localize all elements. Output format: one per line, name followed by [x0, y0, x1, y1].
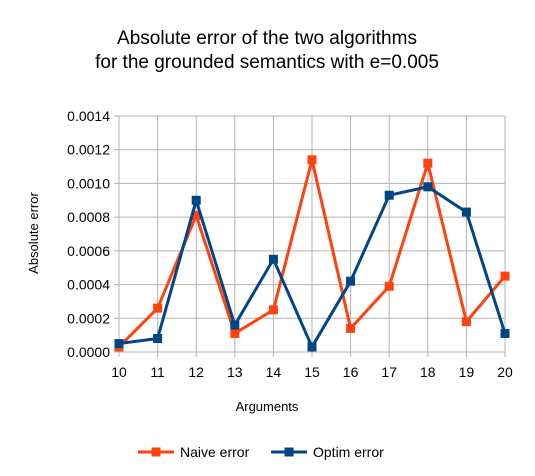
series-1-point	[501, 272, 510, 281]
y-tick-label: 0.0000	[67, 344, 110, 360]
series-1-point	[153, 304, 162, 313]
series-2-point	[269, 255, 278, 264]
series-2-point	[385, 191, 394, 200]
x-tick-label: 17	[381, 364, 397, 380]
legend-label: Optim error	[313, 444, 384, 460]
x-tick-label: 18	[420, 364, 436, 380]
series-1-point	[269, 305, 278, 314]
y-tick-labels: 0.0000 0.0002 0.0004 0.0006 0.0008 0.0010 0.00…	[67, 108, 110, 360]
series-2-point	[115, 339, 124, 348]
series-2-point	[192, 196, 201, 205]
x-tick-label: 14	[266, 364, 282, 380]
x-tick-label: 15	[304, 364, 320, 380]
y-tick-label: 0.0014	[67, 108, 110, 124]
x-tick-label: 12	[188, 364, 204, 380]
series-1-point	[385, 282, 394, 291]
y-tick-label: 0.0008	[67, 209, 110, 225]
series-2-point	[346, 277, 355, 286]
legend-marker	[152, 448, 161, 457]
y-tick-label: 0.0010	[67, 175, 110, 191]
y-tick-label: 0.0002	[67, 310, 110, 326]
x-tick-label: 10	[111, 364, 127, 380]
legend-item: Optim error	[271, 444, 384, 460]
legend-marker	[285, 448, 294, 457]
series-1-point	[462, 317, 471, 326]
chart-subtitle: for the grounded semantics with e=0.005	[95, 52, 439, 73]
series-1-point	[308, 155, 317, 164]
grid-lines	[119, 116, 505, 352]
x-tick-label: 16	[343, 364, 359, 380]
x-tick-labels: 10 11 12 13 14 15 16 17 18 19 20	[111, 364, 513, 380]
legend-item: Naive error	[138, 444, 250, 460]
y-tick-label: 0.0004	[67, 277, 110, 293]
series-2-point	[153, 334, 162, 343]
y-tick-label: 0.0012	[67, 142, 110, 158]
x-tick-label: 20	[497, 364, 513, 380]
series-2-point	[462, 208, 471, 217]
series-1-point	[230, 329, 239, 338]
series-2-point	[501, 329, 510, 338]
legend: Naive error Optim error	[138, 444, 384, 460]
legend-label: Naive error	[180, 444, 250, 460]
x-axis-title: Arguments	[236, 399, 299, 414]
x-tick-label: 19	[459, 364, 475, 380]
series-2-point	[230, 321, 239, 330]
x-tick-label: 13	[227, 364, 243, 380]
series-2-point	[308, 342, 317, 351]
series-1-point	[346, 324, 355, 333]
x-tick-label: 11	[150, 364, 165, 380]
series-1-point	[423, 159, 432, 168]
chart-title: Absolute error of the two algorithms	[117, 28, 417, 49]
y-tick-label: 0.0006	[67, 243, 110, 259]
y-axis-title: Absolute error	[26, 192, 41, 274]
series-2-point	[423, 182, 432, 191]
